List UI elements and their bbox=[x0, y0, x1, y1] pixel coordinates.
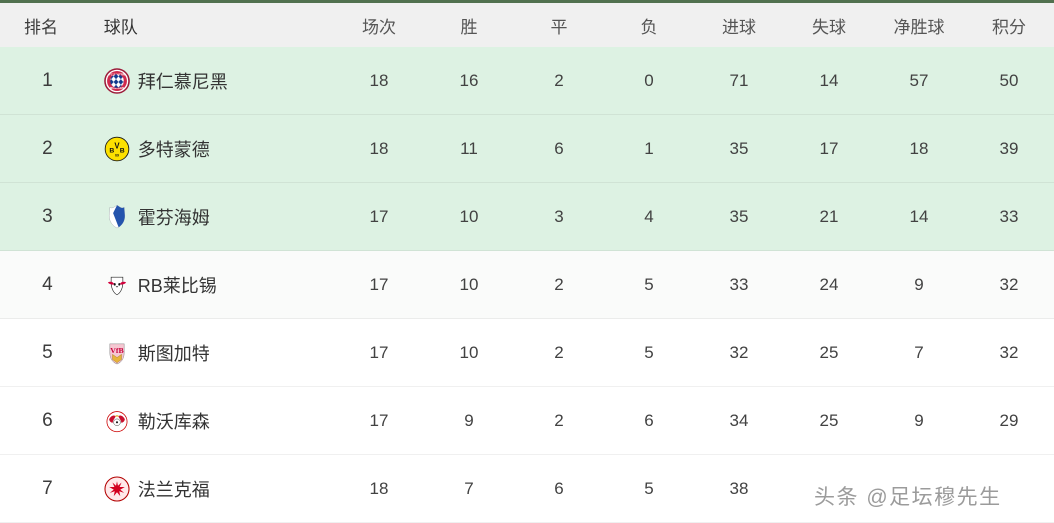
svg-text:B: B bbox=[109, 147, 114, 154]
svg-text:09: 09 bbox=[115, 153, 119, 157]
svg-text:B: B bbox=[119, 147, 124, 154]
svg-text:V: V bbox=[114, 141, 120, 150]
svg-text:VfB: VfB bbox=[110, 346, 123, 355]
